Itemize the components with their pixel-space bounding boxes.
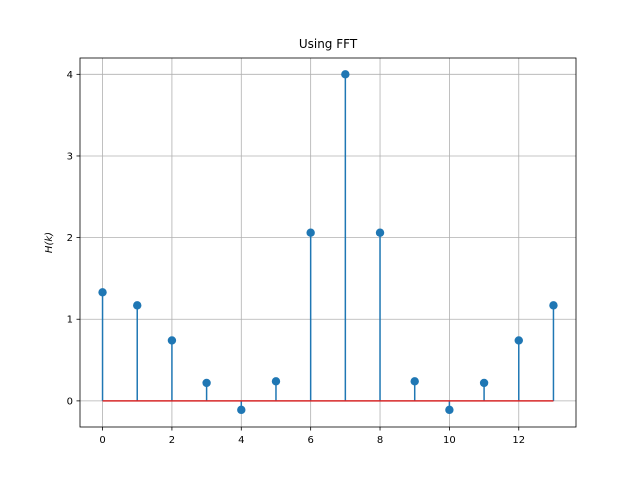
x-tick-label: 4 [238, 435, 244, 446]
y-tick-label: 0 [67, 396, 73, 407]
stem-marker [445, 405, 454, 415]
stem-marker [549, 301, 558, 310]
y-axis-ticks: 0 1 2 3 4 [67, 70, 80, 407]
stem-marker [167, 336, 177, 345]
stem-marker [271, 377, 281, 386]
stem-marker [237, 405, 246, 415]
y-tick-label: 4 [67, 70, 73, 81]
y-tick-label: 2 [67, 233, 73, 244]
x-tick-label: 0 [99, 435, 105, 446]
stem-marker [410, 377, 419, 386]
stem-marker [98, 288, 107, 297]
x-tick-label: 12 [512, 435, 525, 446]
y-tick-label: 3 [67, 151, 73, 162]
y-tick-label: 1 [67, 315, 73, 326]
y-axis-label: H(k) [44, 232, 55, 253]
stem-marker [479, 378, 489, 388]
plot-frame [79, 57, 577, 428]
x-tick-label: 6 [307, 435, 313, 446]
stem-marker [341, 70, 350, 79]
chart-title: Using FFT [299, 37, 358, 51]
x-tick-label: 8 [377, 435, 383, 446]
stem-marker [202, 378, 211, 388]
markers [98, 70, 558, 415]
x-tick-label: 10 [443, 435, 456, 446]
stem-marker [133, 301, 142, 310]
stem-marker [514, 336, 523, 345]
stem-marker [375, 228, 385, 237]
stem-marker [306, 228, 315, 237]
x-axis-ticks: 0 2 4 6 8 10 12 [99, 427, 525, 446]
x-tick-label: 2 [169, 435, 175, 446]
